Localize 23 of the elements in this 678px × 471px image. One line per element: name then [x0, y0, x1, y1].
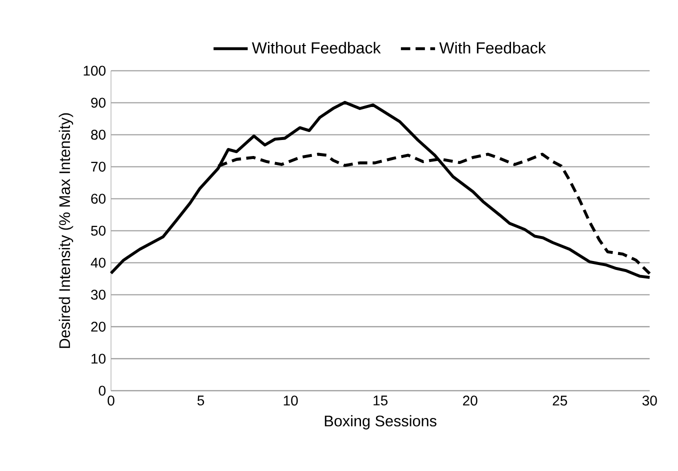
y-tick-label: 90 — [91, 98, 106, 108]
x-axis-title: Boxing Sessions — [324, 415, 436, 430]
x-tick-label: 0 — [108, 396, 114, 406]
x-tick-label: 25 — [552, 396, 568, 406]
y-tick-label: 40 — [90, 258, 106, 268]
legend-label: With Feedback — [439, 42, 546, 54]
y-tick-label: 100 — [84, 66, 106, 76]
y-tick-label: 20 — [91, 322, 106, 332]
y-tick-label: 30 — [91, 290, 106, 300]
y-tick-label: 80 — [91, 130, 106, 140]
x-tick-label: 5 — [197, 396, 204, 406]
x-tick-label: 15 — [374, 396, 388, 406]
y-tick-label: 0 — [98, 386, 106, 396]
line-series — [110, 100, 652, 279]
x-tick-label: 30 — [642, 396, 657, 406]
x-tick-label: 10 — [284, 396, 298, 406]
legend-label: Without Feedback — [252, 42, 381, 54]
y-tick-label: 70 — [91, 162, 106, 172]
y-axis-title: Desired Intensity (% Max Intensity) — [58, 113, 74, 348]
y-tick-label: 10 — [92, 354, 106, 364]
y-tick-label: 60 — [91, 194, 106, 204]
y-tick-label: 50 — [91, 226, 106, 236]
x-tick-label: 20 — [463, 396, 478, 406]
